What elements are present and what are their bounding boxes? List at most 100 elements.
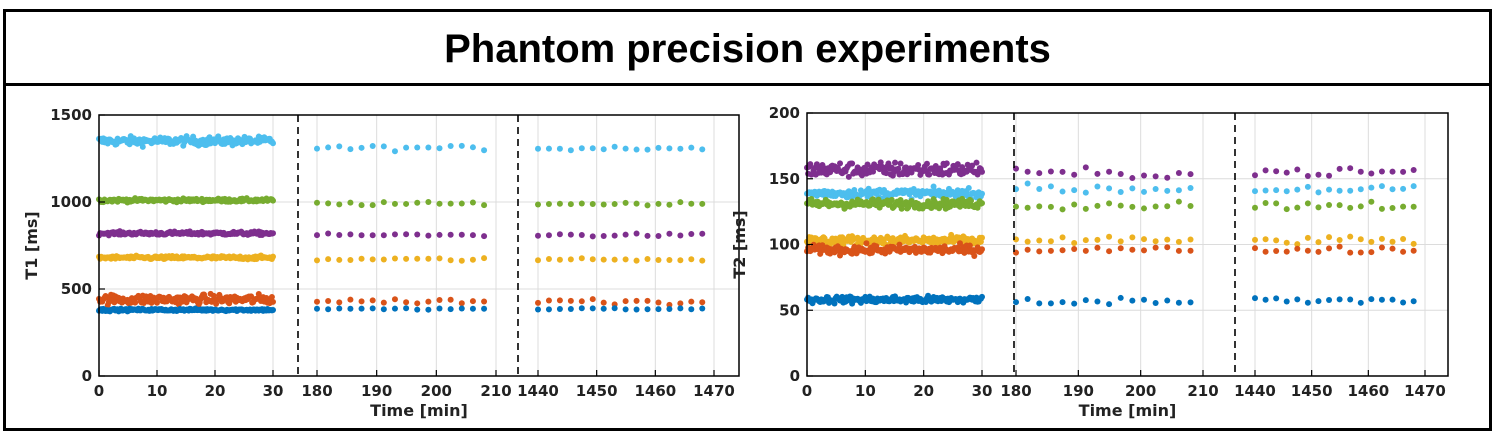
data-point: [380, 143, 387, 150]
data-point: [535, 257, 541, 264]
data-point: [369, 305, 376, 312]
data-point: [1347, 233, 1354, 240]
data-point: [1082, 297, 1089, 304]
data-point: [1410, 203, 1417, 210]
data-point: [469, 256, 476, 263]
data-point: [1024, 168, 1031, 175]
data-point: [1336, 202, 1343, 209]
series-green: [804, 195, 1417, 213]
y-tick-label: 0: [790, 367, 800, 385]
data-point: [347, 257, 354, 264]
data-point: [1262, 296, 1269, 303]
data-point: [863, 240, 870, 247]
data-point: [1117, 202, 1124, 209]
data-point: [1389, 238, 1396, 245]
data-point: [1059, 247, 1066, 254]
data-point: [655, 306, 662, 313]
data-point: [469, 199, 476, 206]
data-point: [1129, 185, 1136, 192]
data-point: [458, 142, 465, 149]
data-point: [1357, 168, 1364, 175]
data-point: [578, 231, 585, 238]
data-point: [1326, 202, 1333, 209]
data-point: [1175, 198, 1182, 205]
x-tick-label: 10: [855, 382, 876, 400]
data-point: [336, 232, 343, 239]
t1-chart: 0 500 1000 1500 0 10 20 30 180 190 200 210 1440 1450 1…: [22, 106, 740, 420]
data-point: [1164, 203, 1171, 210]
data-point: [644, 256, 651, 263]
data-point: [336, 256, 343, 263]
x-tick-label: 180: [1000, 382, 1031, 400]
data-point: [1047, 300, 1054, 307]
x-tick-label: 190: [1063, 382, 1094, 400]
data-point: [885, 160, 892, 167]
data-point: [1283, 239, 1290, 246]
data-point: [915, 162, 922, 169]
data-point: [622, 256, 629, 263]
data-point: [1400, 236, 1407, 243]
data-point: [447, 257, 454, 264]
x-tick-label: 190: [361, 382, 392, 400]
data-point: [1082, 189, 1089, 196]
data-point: [567, 201, 574, 208]
data-point: [589, 305, 596, 312]
t2-chart: 0 50 100 150 200 0 10 20 30 180 190 200 210 1440 1450 1…: [730, 104, 1449, 420]
data-point: [1094, 170, 1101, 177]
data-point: [556, 145, 563, 152]
data-point: [1400, 168, 1407, 175]
data-point: [1283, 298, 1290, 305]
data-point: [1315, 204, 1322, 211]
data-point: [545, 255, 552, 262]
data-point: [688, 306, 695, 313]
data-point: [567, 147, 574, 154]
data-point: [1400, 185, 1407, 192]
data-point: [545, 297, 552, 304]
data-point: [1106, 200, 1113, 207]
data-point: [979, 190, 985, 197]
data-point: [1036, 300, 1043, 307]
data-point: [535, 145, 541, 152]
data-point: [969, 162, 976, 169]
data-point: [1368, 184, 1375, 191]
y-tick-label: 1500: [50, 106, 92, 124]
data-point: [567, 305, 574, 312]
y-tick-label: 0: [82, 367, 92, 385]
data-point: [270, 230, 276, 237]
data-point: [979, 246, 985, 253]
data-point: [895, 165, 902, 172]
data-point: [1304, 299, 1311, 306]
y-tick-label: 200: [769, 104, 800, 122]
data-point: [469, 144, 476, 151]
data-point: [1294, 204, 1301, 211]
data-point: [436, 200, 443, 207]
data-point: [1315, 189, 1322, 196]
data-point: [1389, 245, 1396, 252]
data-point: [1294, 166, 1301, 173]
series-cyan: [96, 133, 706, 155]
data-point: [622, 199, 629, 206]
x-tick-label: 1470: [693, 382, 735, 400]
data-point: [1357, 236, 1364, 243]
data-point: [897, 160, 904, 167]
data-point: [1187, 171, 1194, 178]
data-point: [1378, 244, 1385, 251]
data-point: [1187, 299, 1194, 306]
data-point: [1094, 236, 1101, 243]
data-point: [1129, 297, 1136, 304]
data-point: [567, 256, 574, 263]
data-point: [1347, 165, 1354, 172]
data-point: [1106, 168, 1113, 175]
data-point: [1389, 168, 1396, 175]
data-point: [1326, 245, 1333, 252]
data-point: [837, 160, 844, 167]
data-point: [391, 231, 398, 238]
series-blue: [804, 292, 1417, 308]
data-point: [971, 252, 978, 259]
data-point: [688, 144, 695, 151]
data-point: [481, 305, 488, 312]
data-point: [979, 168, 985, 175]
data-point: [567, 297, 574, 304]
data-point: [979, 200, 985, 207]
